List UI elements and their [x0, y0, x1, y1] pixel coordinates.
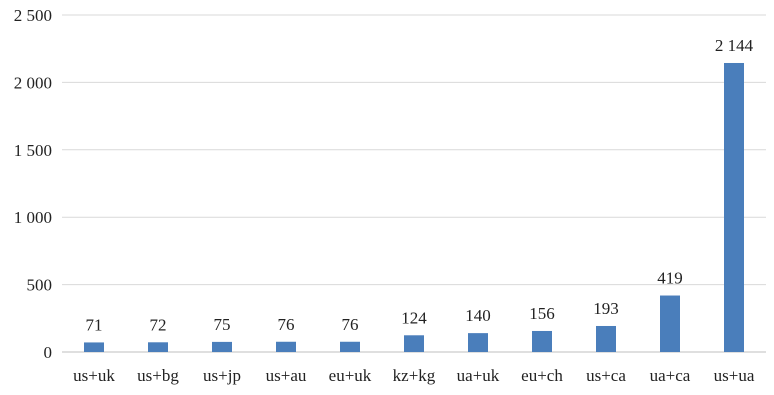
data-label: 419	[657, 269, 683, 288]
x-axis-tick-labels: us+uk us+bg us+jp us+au eu+uk kz+kg ua+uk eu+ch…	[73, 366, 755, 385]
data-label: 193	[593, 299, 619, 318]
gridlines	[62, 14, 766, 353]
y-tick-label: 500	[27, 276, 53, 295]
data-label: 156	[529, 304, 555, 323]
x-tick-label: eu+ch	[521, 366, 563, 385]
x-tick-label: ua+uk	[457, 366, 500, 385]
data-label: 76	[342, 315, 359, 334]
x-tick-label: us+au	[266, 366, 307, 385]
y-tick-label: 1 000	[14, 208, 52, 227]
y-tick-label: 0	[44, 343, 53, 362]
x-tick-label: us+ua	[714, 366, 755, 385]
data-label: 75	[214, 315, 231, 334]
bar-us+jp	[212, 341, 232, 352]
x-tick-label: kz+kg	[393, 366, 436, 385]
data-labels: 71 72 75 76 76 124 140 156 193 419 2 144	[86, 36, 754, 334]
y-axis-tick-labels: 0 500 1 000 1 500 2 000 2 500	[14, 6, 52, 362]
bar-ua+ca	[660, 295, 680, 352]
x-tick-label: eu+uk	[329, 366, 372, 385]
x-tick-label: us+uk	[73, 366, 115, 385]
data-label: 2 144	[715, 36, 754, 55]
bar-ua+uk	[468, 333, 488, 352]
bar-us+uk	[84, 342, 104, 352]
data-label: 71	[86, 315, 103, 334]
x-tick-label: us+jp	[203, 366, 241, 385]
bars	[84, 62, 744, 352]
data-label: 76	[278, 315, 295, 334]
bar-us+bg	[148, 342, 168, 352]
y-tick-label: 2 500	[14, 6, 52, 25]
y-tick-label: 1 500	[14, 141, 52, 160]
data-label: 124	[401, 308, 427, 327]
bar-us+ua	[724, 62, 744, 352]
bar-us+au	[276, 341, 296, 352]
x-tick-label: ua+ca	[650, 366, 691, 385]
bar-us+ca	[596, 325, 616, 352]
y-tick-label: 2 000	[14, 73, 52, 92]
data-label: 140	[465, 306, 491, 325]
x-tick-label: us+ca	[586, 366, 626, 385]
bar-kz+kg	[404, 335, 424, 352]
data-label: 72	[150, 315, 167, 334]
bar-eu+uk	[340, 341, 360, 352]
x-tick-label: us+bg	[137, 366, 179, 385]
bar-eu+ch	[532, 330, 552, 352]
